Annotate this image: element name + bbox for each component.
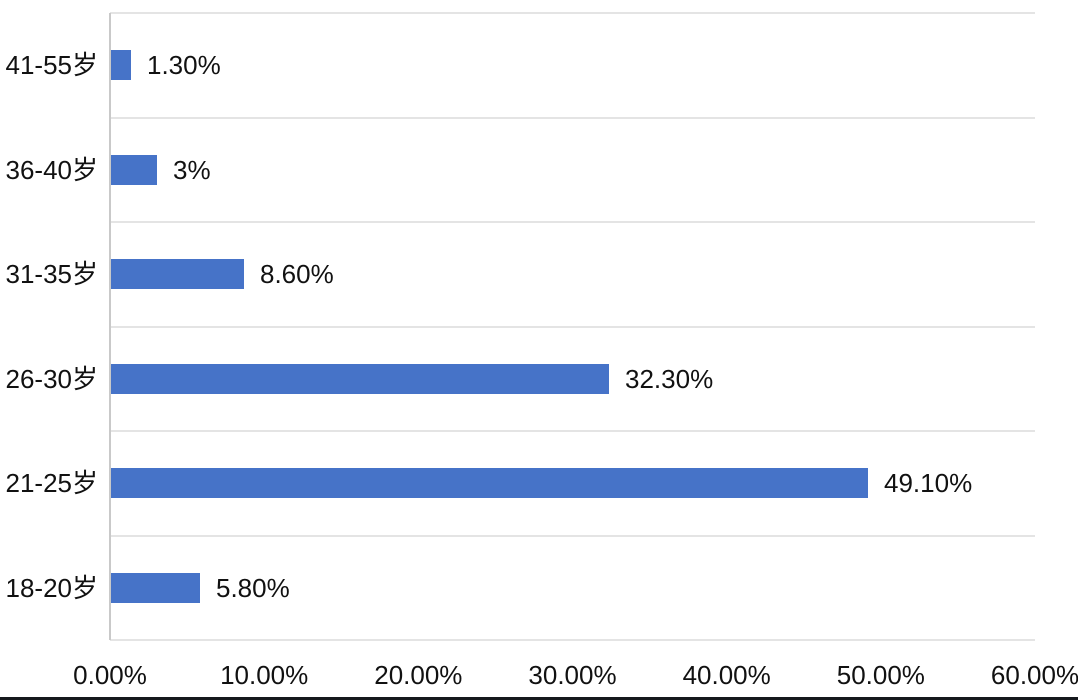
gridline — [110, 325, 1035, 328]
category-label: 18-20岁 — [5, 572, 99, 603]
x-axis-tick-label: 10.00% — [220, 660, 309, 690]
gridline — [110, 534, 1035, 537]
bar — [111, 572, 200, 603]
bar — [111, 50, 131, 81]
x-axis-tick-label: 40.00% — [682, 660, 771, 690]
category-label: 21-25岁 — [5, 468, 99, 499]
bar — [111, 363, 609, 394]
value-label: 32.30% — [625, 363, 714, 394]
x-axis-tick-label: 0.00% — [73, 660, 147, 690]
x-axis-tick-label: 30.00% — [528, 660, 617, 690]
gridline — [110, 639, 1035, 641]
gridline — [110, 116, 1035, 119]
x-axis-tick-label: 20.00% — [374, 660, 463, 690]
category-label: 26-30岁 — [5, 363, 99, 394]
value-label: 1.30% — [147, 50, 221, 81]
category-label: 41-55岁 — [5, 50, 99, 81]
category-label: 36-40岁 — [5, 154, 99, 185]
bar — [111, 468, 868, 499]
value-label: 8.60% — [260, 259, 334, 290]
y-axis-line — [109, 13, 111, 640]
gridline — [110, 221, 1035, 223]
category-label: 31-35岁 — [5, 259, 99, 290]
bar — [111, 154, 157, 185]
value-label: 3% — [173, 154, 211, 185]
gridline — [110, 12, 1035, 14]
value-label: 49.10% — [884, 468, 973, 499]
bar — [111, 259, 244, 290]
x-axis-tick-label: 60.00% — [990, 660, 1078, 690]
value-label: 5.80% — [216, 572, 290, 603]
x-axis-tick-label: 50.00% — [836, 660, 925, 690]
gridline — [110, 430, 1035, 432]
